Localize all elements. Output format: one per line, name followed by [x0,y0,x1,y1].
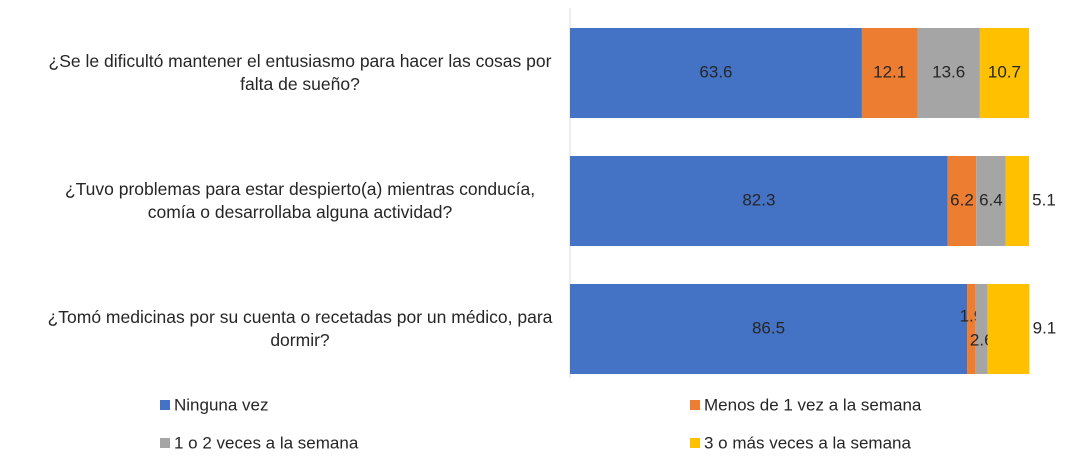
bar-segment [947,156,977,246]
data-label: 2.6 [970,330,994,349]
legend-swatch [690,438,700,448]
data-label: 6.2 [950,190,974,209]
bar-segment [861,28,918,118]
bar-segment [570,28,862,118]
bar-segment [570,156,948,246]
bar-segment [976,156,1006,246]
data-label: 9.1 [1033,318,1057,337]
bar-segment [975,284,988,374]
bar-segment [987,284,1030,374]
category-label: ¿Tuvo problemas para estar despierto(a) … [64,179,536,222]
category-label: ¿Tomó medicinas por su cuenta o recetada… [47,307,553,350]
data-label: 13.6 [932,62,965,81]
data-label: 6.4 [979,190,1003,209]
legend-swatch [690,400,700,410]
data-label: 12.1 [873,62,906,81]
bar-segment [570,284,968,374]
category-label: ¿Se le dificultó mantener el entusiasmo … [48,51,552,94]
bar-segment [979,28,1029,118]
legend-swatch [160,400,170,410]
legend-label: Ninguna vez [174,395,269,414]
data-label: 82.3 [742,190,775,209]
legend-swatch [160,438,170,448]
legend-label: Menos de 1 vez a la semana [704,395,922,414]
data-label: 86.5 [752,318,785,337]
data-label: 63.6 [699,62,732,81]
bar-segment [917,28,980,118]
bar-segment [967,284,976,374]
legend-label: 1 o 2 veces a la semana [174,433,359,452]
legend-label: 3 o más veces a la semana [704,433,911,452]
data-label: 10.7 [988,62,1021,81]
bar-segment [1005,156,1029,246]
data-label: 5.1 [1032,190,1056,209]
